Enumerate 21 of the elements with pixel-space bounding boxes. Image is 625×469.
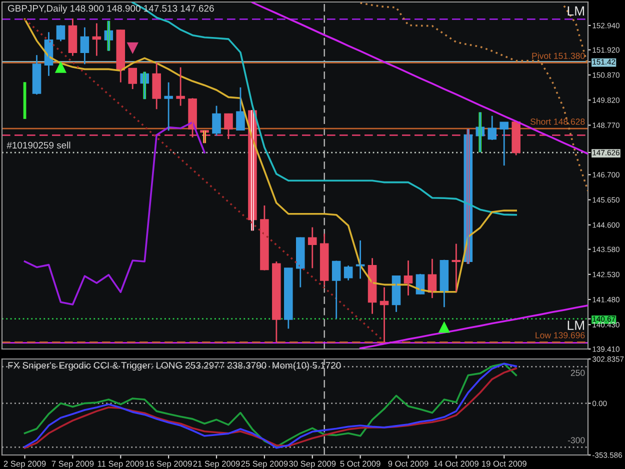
ref-line-label: -300	[568, 437, 585, 444]
x-tick-label: 14 Oct 2009	[434, 460, 478, 467]
annotation: #10190259 sell	[6, 142, 70, 149]
ref-line-label: 250	[570, 370, 585, 376]
x-tick-label: 30 Sep 2009	[289, 460, 336, 468]
ref-line-label: Pivot 151.380	[532, 52, 585, 59]
x-tick-label: 25 Sep 2009	[241, 460, 288, 468]
annotation: LM	[568, 320, 584, 330]
x-tick-label: 9 Oct 2009	[388, 460, 428, 467]
x-tick-label: 16 Sep 2009	[146, 460, 192, 468]
chart-title: GBPJPY,Daily 148.900 148.900 147.513 147.626	[8, 4, 214, 14]
ref-line-label: Short 148.628	[530, 118, 585, 125]
x-tick-label: 5 Oct 2009	[340, 460, 380, 467]
x-tick-label: 21 Sep 2009	[193, 460, 240, 468]
chart-title: FX Sniper's Ergodic CCI & Trigger: LONG 253.2977 238.3790 Mom(10) 5.1720	[8, 362, 341, 371]
x-tick-label: 7 Sep 2009	[52, 460, 94, 468]
annotation: LM	[568, 6, 584, 16]
x-tick-label: 19 Oct 2009	[482, 460, 526, 467]
ref-line-label: Low 139.696	[536, 332, 585, 338]
x-tick-label: 2 Sep 2009	[4, 460, 46, 468]
x-tick-label: 11 Sep 2009	[98, 460, 144, 468]
